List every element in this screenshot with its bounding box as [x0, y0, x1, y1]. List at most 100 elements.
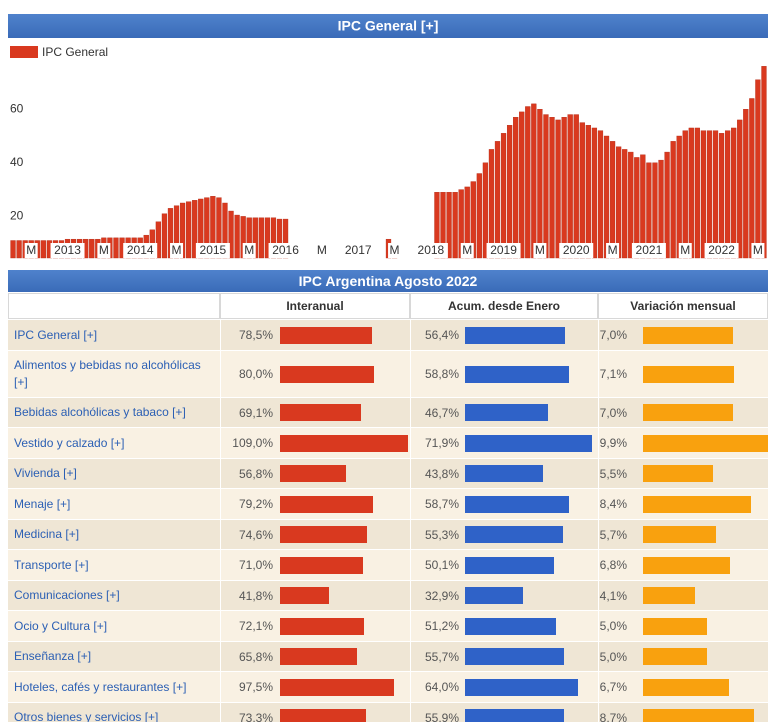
- x-label-box: [413, 243, 448, 258]
- bar: [89, 238, 95, 259]
- cell-value: 50,1%: [424, 558, 459, 573]
- table-row: [8, 397, 768, 428]
- cell-value: 6,8%: [599, 558, 627, 573]
- cell-value: 97,5%: [238, 680, 273, 695]
- bar: [664, 151, 670, 259]
- cell-value: 78,5%: [238, 328, 273, 343]
- cell-value: 46,7%: [424, 405, 459, 420]
- bar: [597, 130, 604, 259]
- row-name[interactable]: Vivienda [+]: [14, 466, 77, 481]
- chart-title[interactable]: IPC General [+]: [338, 18, 439, 34]
- cell-value: 72,1%: [238, 619, 273, 634]
- bar: [609, 141, 616, 259]
- cell-bar: [280, 434, 408, 452]
- row-name[interactable]: Bebidas alcohólicas y tabaco [+]: [14, 405, 186, 420]
- row-name[interactable]: Vestido y calzado [+]: [14, 435, 125, 450]
- x-label-box: [195, 243, 230, 258]
- bar: [228, 210, 234, 259]
- row-name[interactable]: Comunicaciones [+]: [14, 588, 120, 603]
- cell-bar: [280, 617, 365, 635]
- cell-bar: [465, 434, 593, 452]
- legend-label: IPC General: [42, 45, 108, 59]
- row-name[interactable]: Otros bienes y servicios [+]: [14, 710, 159, 722]
- x-tick-label: 2018: [418, 243, 445, 257]
- cell-bar: [465, 648, 564, 666]
- x-label-box: [460, 243, 474, 258]
- bar: [731, 127, 737, 259]
- x-tick-label: M: [244, 243, 254, 257]
- x-tick-label: 2017: [345, 243, 372, 257]
- cell-bar: [465, 326, 565, 344]
- bar: [161, 213, 168, 259]
- bar: [16, 240, 22, 259]
- bar: [452, 192, 458, 259]
- x-label-box: [486, 243, 521, 258]
- cell-bar: [465, 556, 554, 574]
- cell-bar: [643, 617, 707, 635]
- bar: [573, 114, 579, 259]
- cell-bar: [280, 526, 368, 544]
- cell-value: 55,7%: [424, 649, 459, 664]
- cell-bar: [643, 678, 729, 696]
- column-header: Interanual: [220, 293, 410, 319]
- bar: [585, 125, 591, 259]
- cell-bar: [643, 404, 733, 422]
- table-row: [8, 550, 768, 581]
- bar: [561, 117, 567, 259]
- x-label-box: [751, 243, 765, 258]
- x-tick-label: M: [462, 243, 472, 257]
- row-name[interactable]: Enseñanza [+]: [14, 649, 92, 664]
- chart-header: [8, 14, 768, 38]
- bar: [494, 141, 501, 259]
- x-tick-label: M: [172, 243, 182, 257]
- cell-value: 5,5%: [599, 466, 627, 481]
- column-rule: [410, 320, 411, 722]
- bar: [192, 200, 198, 259]
- x-tick-label: 2019: [490, 243, 517, 257]
- row-name[interactable]: Hoteles, cafés y restaurantes [+]: [14, 679, 187, 694]
- row-name[interactable]: Menaje [+]: [14, 496, 71, 511]
- x-tick-label: M: [753, 243, 763, 257]
- bar: [531, 103, 537, 259]
- cell-bar: [643, 365, 734, 383]
- cell-bar: [643, 495, 751, 513]
- cell-value: 58,8%: [424, 367, 459, 381]
- table-row: [8, 702, 768, 722]
- row-name[interactable]: Alimentos y bebidas no alcohólicas [+]: [14, 358, 201, 389]
- bar: [519, 111, 525, 259]
- x-tick-label: M: [26, 243, 36, 257]
- cell-value: 79,2%: [238, 497, 273, 512]
- x-label-box: [606, 243, 620, 258]
- bar: [264, 217, 271, 259]
- row-name[interactable]: IPC General [+]: [14, 327, 98, 342]
- row-name[interactable]: Medicina [+]: [14, 527, 80, 542]
- bar: [682, 130, 688, 259]
- x-tick-label: 2021: [636, 243, 663, 257]
- x-label-box: [559, 243, 594, 258]
- column-header: [8, 293, 220, 319]
- cell-bar: [465, 678, 579, 696]
- x-label-box: [97, 243, 111, 258]
- row-name[interactable]: Transporte [+]: [14, 557, 89, 572]
- bar: [155, 221, 162, 259]
- bar: [628, 151, 634, 259]
- cell-bar: [280, 326, 372, 344]
- cell-value: 6,7%: [599, 680, 627, 695]
- cell-value: 51,2%: [424, 619, 459, 634]
- x-tick-label: M: [680, 243, 690, 257]
- cell-value: 7,0%: [599, 328, 627, 343]
- y-tick-label: 20: [10, 209, 24, 223]
- bar: [500, 133, 507, 259]
- cell-value: 5,0%: [599, 619, 627, 634]
- x-tick-label: 2020: [563, 243, 590, 257]
- bar: [676, 135, 682, 259]
- bar: [113, 237, 119, 259]
- cell-value: 71,9%: [424, 436, 459, 451]
- bar: [688, 127, 694, 259]
- bar: [725, 130, 731, 259]
- cell-value: 56,8%: [238, 466, 273, 481]
- bar: [446, 192, 452, 259]
- cell-value: 64,0%: [424, 680, 459, 695]
- table-header: IPC Argentina Agosto 2022: [8, 270, 768, 292]
- row-name[interactable]: Ocio y Cultura [+]: [14, 618, 108, 633]
